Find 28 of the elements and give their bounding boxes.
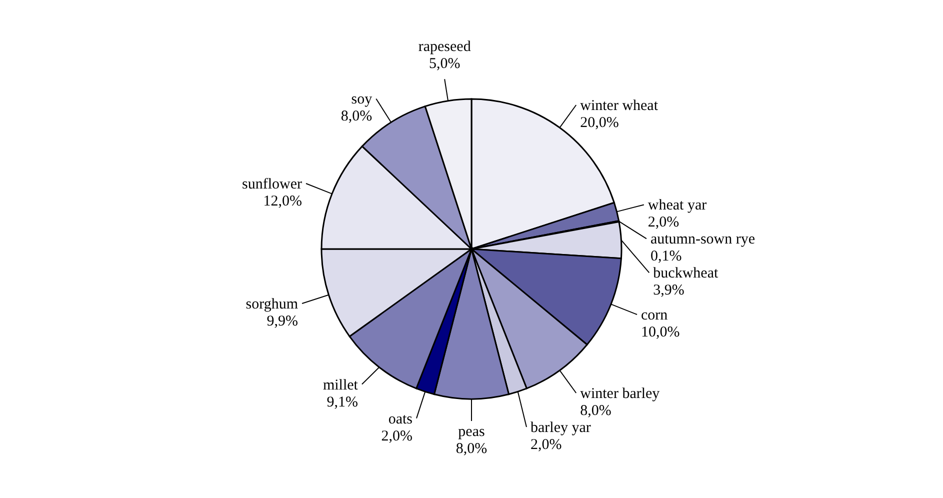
data-label: 8,0%	[340, 108, 372, 125]
data-label: 12,0%	[263, 193, 302, 210]
slice-label: winter barley	[580, 386, 660, 402]
slice-label: peas	[458, 424, 485, 440]
data-label: 5,0%	[428, 56, 460, 72]
slice-label: barley yar	[530, 420, 591, 436]
slice-label: corn	[641, 308, 668, 324]
data-label: 2,0%	[530, 437, 562, 454]
data-label: 9,1%	[326, 394, 358, 410]
data-label: 2,0%	[648, 214, 680, 231]
data-label: 0,1%	[650, 248, 682, 265]
slice-label: buckwheat	[653, 266, 719, 282]
slice-label: winter wheat	[580, 98, 659, 114]
data-label: 10,0%	[641, 324, 680, 341]
slice-label: oats	[388, 411, 413, 428]
slice-label: sunflower	[242, 176, 302, 192]
data-label: 9,9%	[266, 313, 298, 330]
data-label: 8,0%	[456, 441, 488, 457]
data-label: 3,9%	[653, 282, 684, 299]
data-label: 2,0%	[381, 428, 412, 444]
slice-label: wheat yar	[648, 198, 707, 214]
slice-label: soy	[351, 92, 373, 108]
slice-label: sorghum	[246, 296, 298, 312]
data-label: 20,0%	[580, 114, 619, 131]
data-label: 8,0%	[580, 403, 612, 420]
slice-label: rapeseed	[418, 39, 472, 56]
slice-label: autumn-sown rye	[650, 232, 756, 248]
slice-label: millet	[322, 377, 359, 394]
